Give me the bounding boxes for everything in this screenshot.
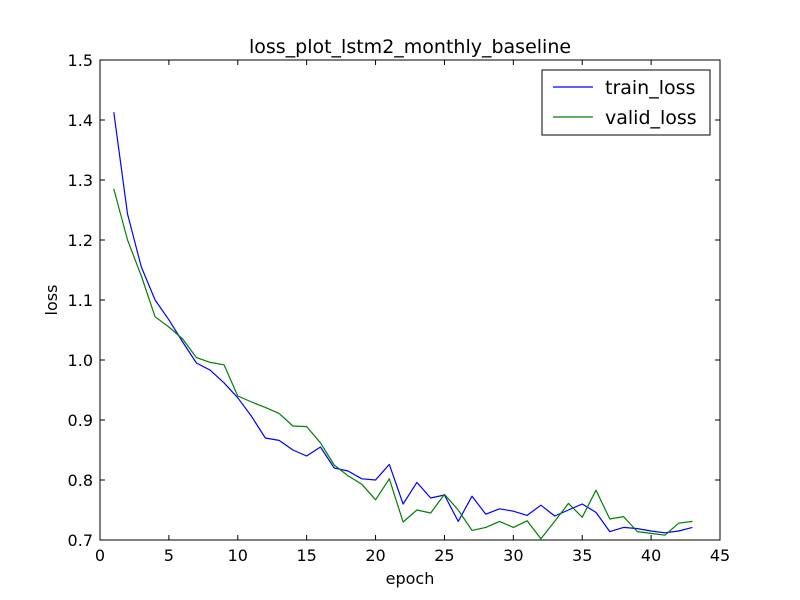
- series-line-train-loss: [113, 112, 693, 534]
- y-axis-label: loss: [42, 285, 61, 316]
- series-line-valid-loss: [113, 188, 693, 540]
- y-tick-label: 0.8: [68, 471, 93, 490]
- x-tick-label: 0: [95, 546, 105, 565]
- x-tick-label: 25: [434, 546, 454, 565]
- x-tick-labels: 0 5 10 15 20 25 30 35 40 45: [95, 546, 730, 565]
- legend-label-train-loss: train_loss: [605, 77, 695, 99]
- chart-title: loss_plot_lstm2_monthly_baseline: [249, 36, 571, 58]
- x-tick-label: 45: [710, 546, 730, 565]
- x-axis-label: epoch: [386, 569, 435, 588]
- x-tick-label: 5: [164, 546, 174, 565]
- y-tick-label: 1.0: [68, 351, 93, 370]
- x-tick-label: 20: [365, 546, 385, 565]
- y-tick-label: 0.7: [68, 531, 93, 550]
- y-tick-label: 1.5: [68, 51, 93, 70]
- y-tick-label: 1.4: [68, 111, 93, 130]
- y-tick-label: 1.3: [68, 171, 93, 190]
- x-tick-label: 30: [503, 546, 523, 565]
- x-tick-label: 40: [641, 546, 661, 565]
- axis-ticks: [99, 59, 721, 541]
- y-tick-label: 0.9: [68, 411, 93, 430]
- legend-box: [541, 69, 711, 136]
- y-tick-label: 1.1: [68, 291, 93, 310]
- legend-label-valid-loss: valid_loss: [605, 107, 697, 129]
- x-tick-label: 15: [296, 546, 316, 565]
- y-tick-labels: 0.7 0.8 0.9 1.0 1.1 1.2 1.3 1.4 1.5: [68, 51, 93, 550]
- x-tick-label: 35: [572, 546, 592, 565]
- y-tick-label: 1.2: [68, 231, 93, 250]
- legend: train_loss valid_loss: [541, 69, 711, 136]
- x-tick-label: 10: [228, 546, 248, 565]
- series-lines: [113, 112, 693, 540]
- plot-area: [99, 59, 721, 541]
